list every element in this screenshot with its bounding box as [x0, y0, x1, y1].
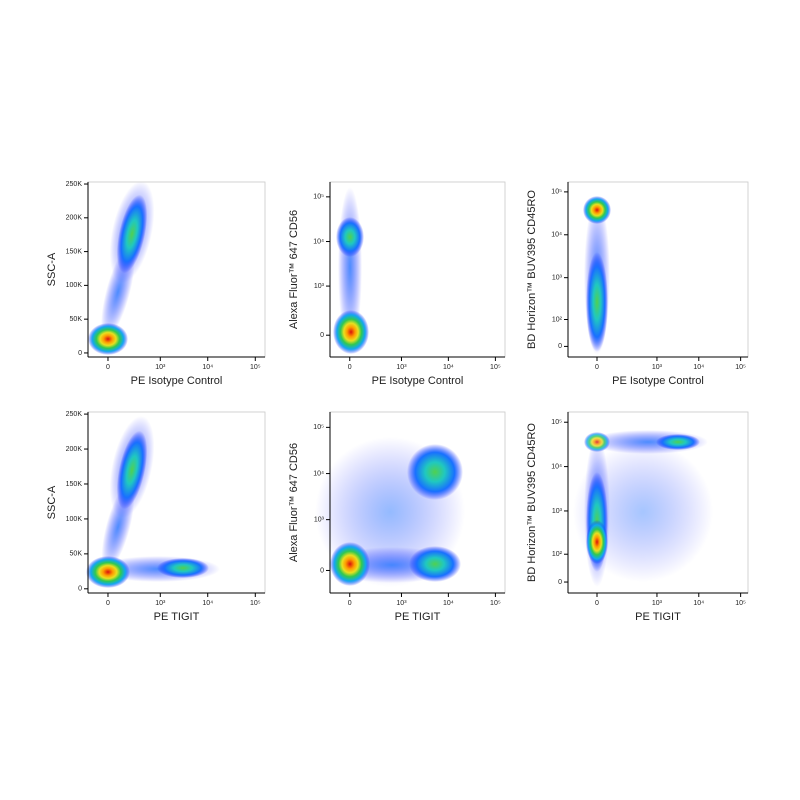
- x-tick-label: 10⁴: [202, 364, 213, 371]
- x-axis-title: PE Isotype Control: [131, 375, 223, 387]
- x-tick-label: 0: [348, 600, 352, 607]
- x-tick-label: 10³: [396, 600, 407, 607]
- y-tick-label: 0: [558, 579, 562, 586]
- x-tick-label: 10⁵: [735, 364, 746, 371]
- x-axis-title: PE Isotype Control: [612, 375, 704, 387]
- y-tick-label: 10⁴: [551, 463, 562, 470]
- y-tick-label: 150K: [66, 248, 83, 255]
- y-tick-label: 250K: [66, 181, 83, 188]
- x-tick-label: 10³: [155, 600, 166, 607]
- y-tick-label: 250K: [66, 411, 83, 418]
- density: [88, 180, 155, 355]
- x-tick-label: 10³: [652, 600, 663, 607]
- y-tick-label: 0: [320, 567, 324, 574]
- y-tick-label: 150K: [66, 481, 83, 488]
- y-axis-title: Alexa Fluor™ 647 CD56: [288, 210, 300, 329]
- y-tick-label: 10⁵: [313, 424, 324, 431]
- x-tick-label: 10⁵: [250, 600, 261, 607]
- x-tick-label: 10⁴: [693, 600, 704, 607]
- y-tick-label: 10⁴: [313, 238, 324, 245]
- x-tick-label: 10⁵: [490, 600, 501, 607]
- y-tick-label: 50K: [70, 551, 83, 558]
- x-axis-title: PE TIGIT: [154, 611, 200, 623]
- x-axis-title: PE TIGIT: [635, 611, 681, 623]
- x-tick-label: 10⁴: [693, 364, 704, 371]
- x-axis-title: PE TIGIT: [395, 611, 441, 623]
- y-tick-label: 10³: [314, 283, 325, 290]
- y-tick-label: 50K: [70, 316, 83, 323]
- x-tick-label: 10⁵: [735, 600, 746, 607]
- y-tick-label: 10²: [552, 316, 563, 323]
- y-tick-label: 10³: [314, 516, 325, 523]
- x-tick-label: 0: [106, 600, 110, 607]
- x-axis-title: PE Isotype Control: [372, 375, 464, 387]
- x-tick-label: 10⁵: [250, 364, 261, 371]
- y-tick-label: 10⁵: [551, 189, 562, 196]
- x-tick-label: 0: [595, 600, 599, 607]
- x-tick-label: 10⁴: [443, 600, 454, 607]
- y-tick-label: 100K: [66, 282, 83, 289]
- x-tick-label: 0: [348, 364, 352, 371]
- y-tick-label: 0: [78, 586, 82, 593]
- x-tick-label: 10⁵: [490, 364, 501, 371]
- y-tick-label: 100K: [66, 516, 83, 523]
- x-tick-label: 0: [106, 364, 110, 371]
- y-tick-label: 200K: [66, 446, 83, 453]
- x-tick-label: 10³: [652, 364, 663, 371]
- y-tick-label: 10³: [552, 275, 563, 282]
- y-tick-label: 0: [558, 343, 562, 350]
- y-axis-title: SSC-A: [46, 485, 58, 519]
- x-tick-label: 10³: [396, 364, 407, 371]
- y-axis-title: SSC-A: [46, 252, 58, 286]
- density: [333, 187, 369, 354]
- y-tick-label: 10³: [552, 508, 563, 515]
- y-tick-label: 200K: [66, 215, 83, 222]
- y-tick-label: 0: [320, 332, 324, 339]
- y-tick-label: 0: [78, 350, 82, 357]
- density: [583, 196, 611, 355]
- density: [315, 437, 465, 587]
- y-tick-label: 10⁴: [551, 232, 562, 239]
- y-tick-label: 10⁵: [313, 194, 324, 201]
- y-axis-title: Alexa Fluor™ 647 CD56: [288, 443, 300, 562]
- y-axis-title: BD Horizon™ BUV395 CD45RO: [526, 423, 538, 582]
- y-tick-label: 10⁵: [551, 419, 562, 426]
- y-tick-label: 10⁴: [313, 470, 324, 477]
- y-tick-label: 10²: [552, 551, 563, 558]
- density: [86, 415, 220, 588]
- x-tick-label: 10³: [155, 364, 166, 371]
- y-axis-title: BD Horizon™ BUV395 CD45RO: [526, 190, 538, 349]
- x-tick-label: 10⁴: [443, 364, 454, 371]
- x-tick-label: 0: [595, 364, 599, 371]
- x-tick-label: 10⁴: [202, 600, 213, 607]
- density: [573, 430, 713, 587]
